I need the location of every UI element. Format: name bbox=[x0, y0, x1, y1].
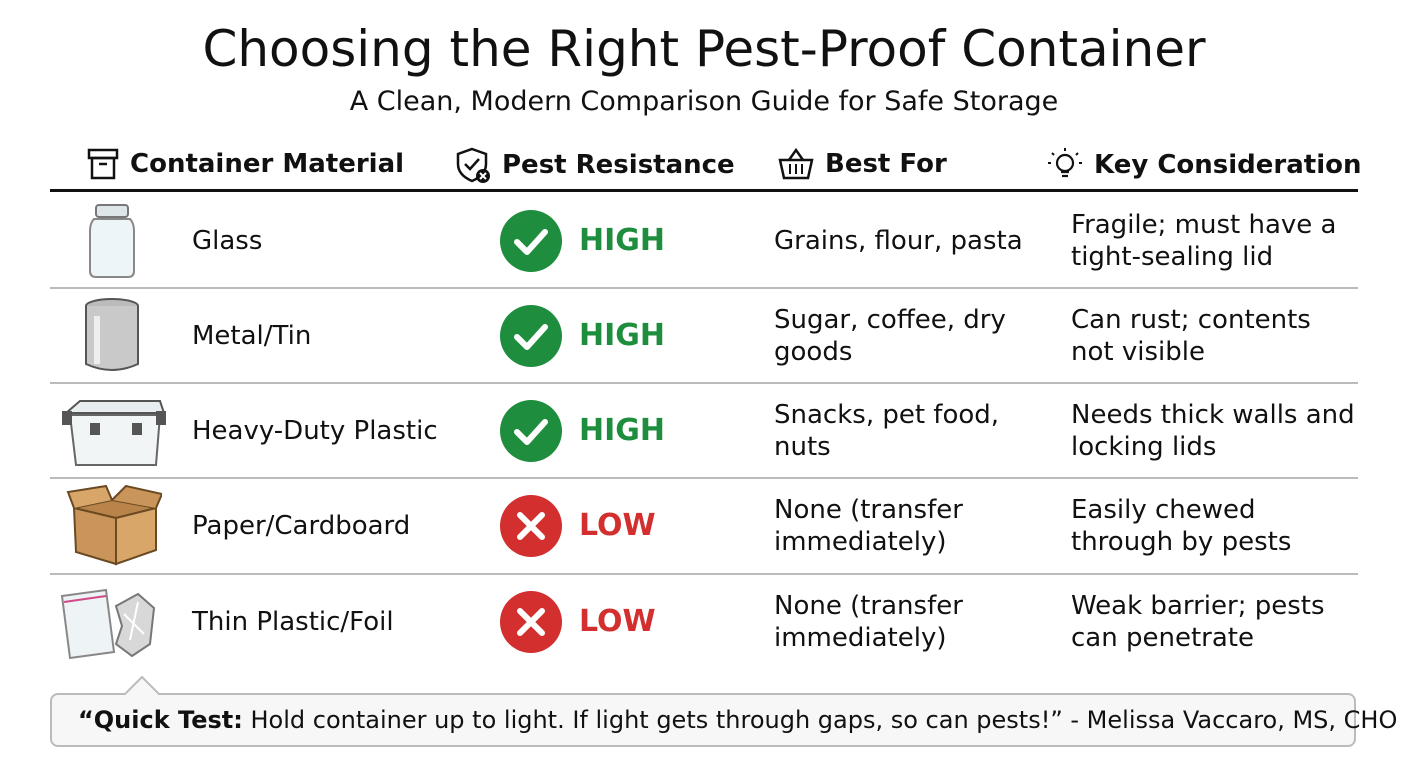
resistance: HIGH bbox=[579, 222, 666, 258]
material: Glass bbox=[192, 225, 263, 256]
tip-label: “Quick Test: bbox=[78, 706, 243, 734]
consideration: Fragile; must have a tight-sealing lid bbox=[1071, 209, 1337, 272]
best-for: Grains, flour, pasta bbox=[774, 225, 1023, 256]
bulb-icon bbox=[1048, 148, 1082, 178]
title: Choosing the Right Pest-Proof Container bbox=[202, 20, 1206, 78]
best-for: None (transfer immediately) bbox=[774, 494, 963, 557]
table-row: Heavy-Duty Plastic HIGH Snacks, pet food… bbox=[0, 383, 1408, 478]
material: Heavy-Duty Plastic bbox=[192, 415, 438, 446]
row-rule bbox=[50, 287, 1358, 289]
cardboard-icon bbox=[66, 484, 162, 566]
x-icon bbox=[500, 495, 562, 557]
header-cell: Container Material bbox=[86, 146, 404, 182]
best-for: Sugar, coffee, dry goods bbox=[774, 304, 1006, 367]
subtitle: A Clean, Modern Comparison Guide for Saf… bbox=[349, 86, 1059, 117]
resistance: HIGH bbox=[579, 317, 666, 353]
tip-box: “Quick Test: Hold container up to light.… bbox=[50, 693, 1397, 747]
resistance: HIGH bbox=[579, 412, 666, 448]
bag-foil-icon bbox=[60, 588, 156, 660]
header-cell: Key Consideration bbox=[1046, 146, 1362, 184]
consideration: Needs thick walls and locking lids bbox=[1071, 399, 1355, 462]
tip-pointer bbox=[124, 676, 160, 695]
box-icon bbox=[87, 148, 119, 180]
consideration: Easily chewed through by pests bbox=[1071, 494, 1292, 557]
table-row: Glass HIGH Grains, flour, pasta Fragile;… bbox=[0, 193, 1408, 288]
consideration: Weak barrier; pests can penetrate bbox=[1071, 590, 1325, 653]
material: Thin Plastic/Foil bbox=[192, 606, 394, 637]
jar-icon bbox=[89, 204, 135, 278]
check-icon bbox=[500, 305, 562, 367]
resistance: LOW bbox=[579, 603, 656, 639]
table-row: Paper/Cardboard LOW None (transfer immed… bbox=[0, 478, 1408, 573]
material: Metal/Tin bbox=[192, 320, 312, 351]
header-cell: Pest Resistance bbox=[454, 146, 735, 184]
row-rule bbox=[50, 477, 1358, 479]
row-rule bbox=[50, 573, 1358, 575]
material: Paper/Cardboard bbox=[192, 510, 411, 541]
header-text: Pest Resistance bbox=[502, 150, 735, 180]
header-rule bbox=[50, 189, 1358, 192]
best-for: Snacks, pet food, nuts bbox=[774, 399, 1000, 462]
header-cell: Best For bbox=[777, 146, 947, 182]
row-rule bbox=[50, 382, 1358, 384]
resistance: LOW bbox=[579, 507, 656, 543]
basket-icon bbox=[778, 147, 814, 180]
shield-icon bbox=[456, 147, 490, 183]
header-text: Best For bbox=[825, 149, 947, 179]
tip-text: Hold container up to light. If light get… bbox=[242, 706, 1398, 734]
table-row: Thin Plastic/Foil LOW None (transfer imm… bbox=[0, 574, 1408, 669]
check-icon bbox=[500, 210, 562, 272]
plastic-box-icon bbox=[62, 400, 166, 466]
tin-icon bbox=[85, 298, 139, 371]
x-icon bbox=[500, 591, 562, 653]
check-icon bbox=[500, 400, 562, 462]
header-text: Key Consideration bbox=[1094, 150, 1362, 180]
header-text: Container Material bbox=[130, 149, 405, 179]
table-row: Metal/Tin HIGH Sugar, coffee, dry goods … bbox=[0, 288, 1408, 383]
consideration: Can rust; contents not visible bbox=[1071, 304, 1311, 367]
best-for: None (transfer immediately) bbox=[774, 590, 963, 653]
